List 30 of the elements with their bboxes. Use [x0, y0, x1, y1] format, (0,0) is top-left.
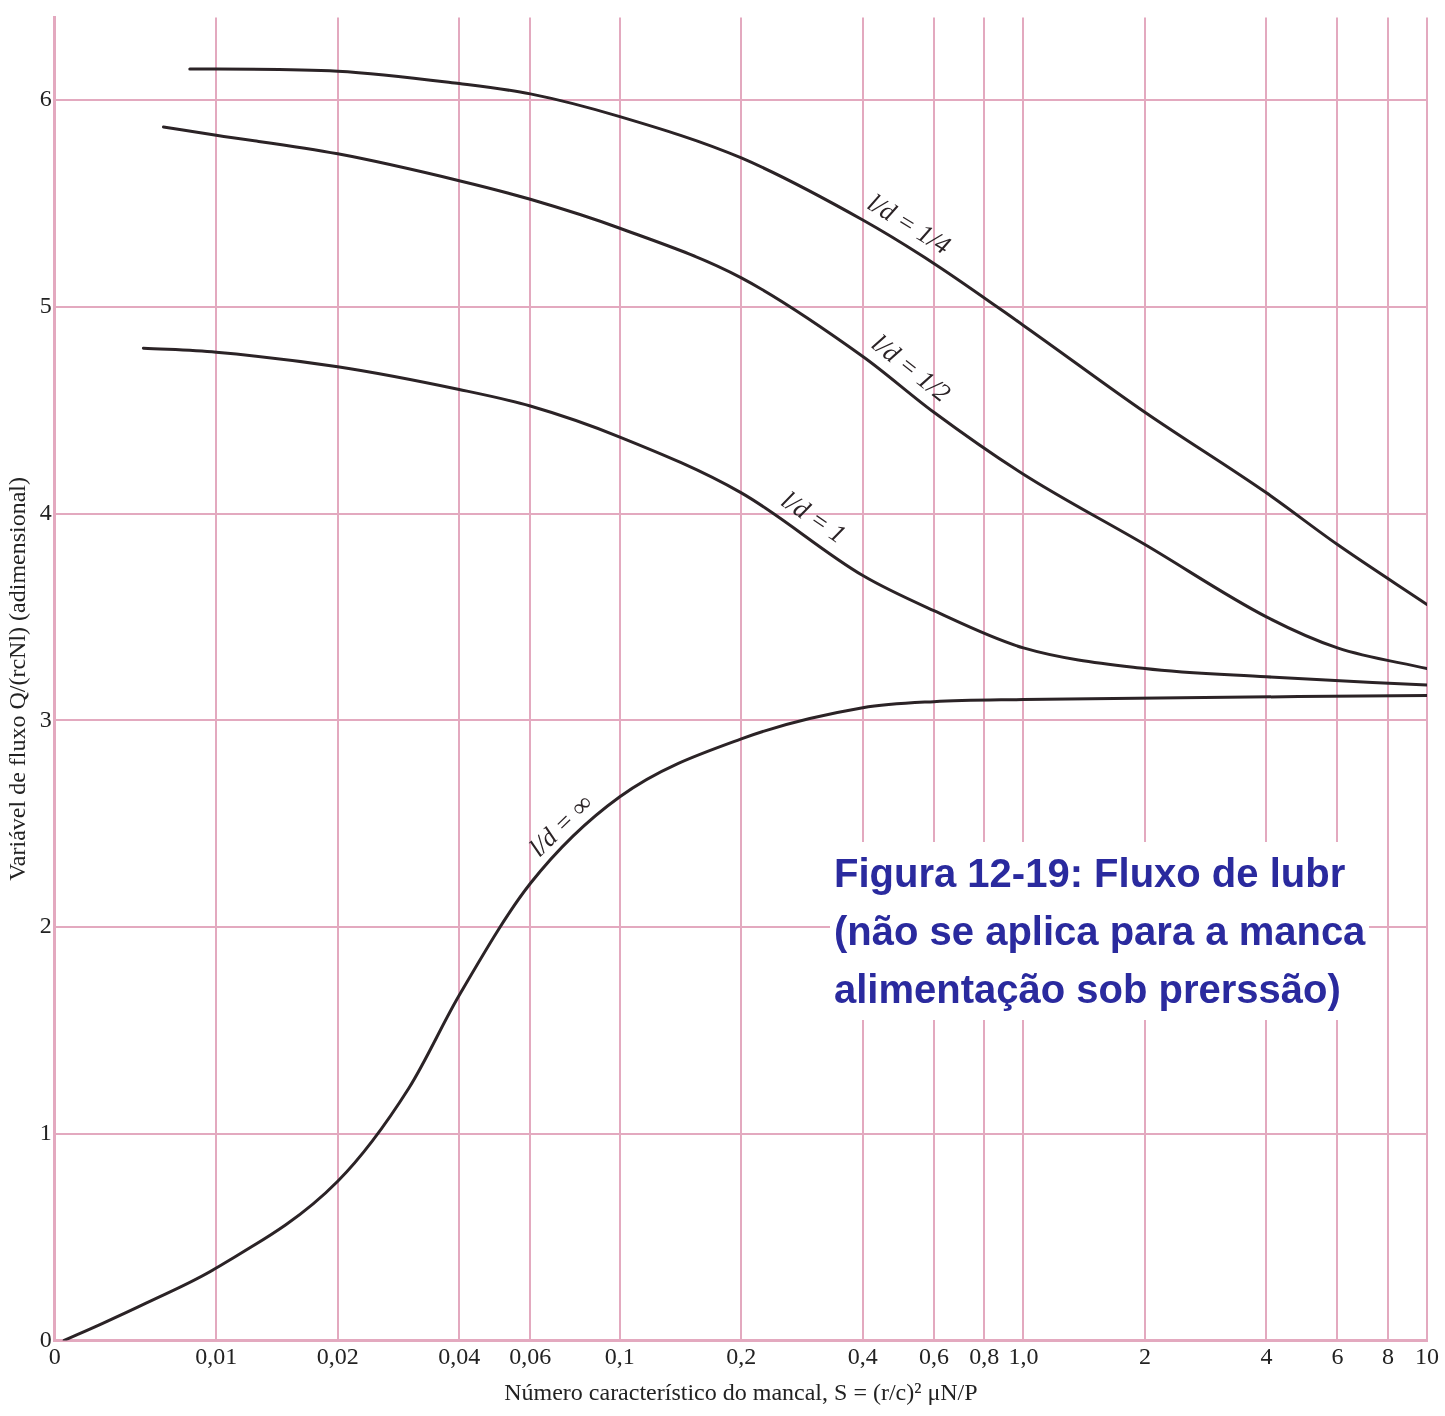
y-axis-title: Variável de fluxo Q/(rcNl) (adimensional) [3, 476, 30, 881]
x-tick-label: 0,01 [195, 1343, 238, 1370]
x-tick-label: 0,1 [604, 1343, 635, 1370]
x-tick-label: 8 [1381, 1343, 1394, 1370]
x-tick-label: 0,06 [509, 1343, 552, 1370]
y-tick-label: 3 [39, 705, 52, 732]
text: l/d = ∞ [523, 788, 599, 863]
annotation: Figura 12-19: Fluxo de lubr [834, 850, 1347, 897]
x-tick-label: 0,6 [918, 1343, 949, 1370]
y-tick-label: 6 [39, 85, 52, 112]
y-tick-label: 5 [39, 292, 52, 319]
text: l/d = 1 [776, 485, 852, 550]
text: l/d = 1/2 [866, 328, 956, 408]
x-tick-label: 6 [1331, 1343, 1344, 1370]
x-tick-label: 0,8 [969, 1343, 1000, 1370]
annotation: alimentação sob prerssão) [834, 966, 1342, 1013]
y-tick-label: 2 [39, 912, 52, 939]
x-tick-label: 0,04 [438, 1343, 481, 1370]
x-tick-label: 1,0 [1008, 1343, 1039, 1370]
x-tick-label: 0,02 [316, 1343, 359, 1370]
y-tick-label: 4 [39, 498, 52, 525]
x-tick-label: 10 [1415, 1343, 1439, 1370]
x-tick-label: 4 [1260, 1343, 1273, 1370]
text: l/d = 1/4 [862, 187, 956, 261]
x-axis-title: Número característico do mancal, S = (r/c)² μN/P [504, 1378, 978, 1405]
y-tick-label: 1 [39, 1118, 52, 1145]
annotation: (não se aplica para a manca [834, 908, 1366, 955]
x-tick-label: 2 [1138, 1343, 1151, 1370]
x-tick-label: 0,2 [726, 1343, 757, 1370]
x-tick-label: 0,4 [847, 1343, 878, 1370]
